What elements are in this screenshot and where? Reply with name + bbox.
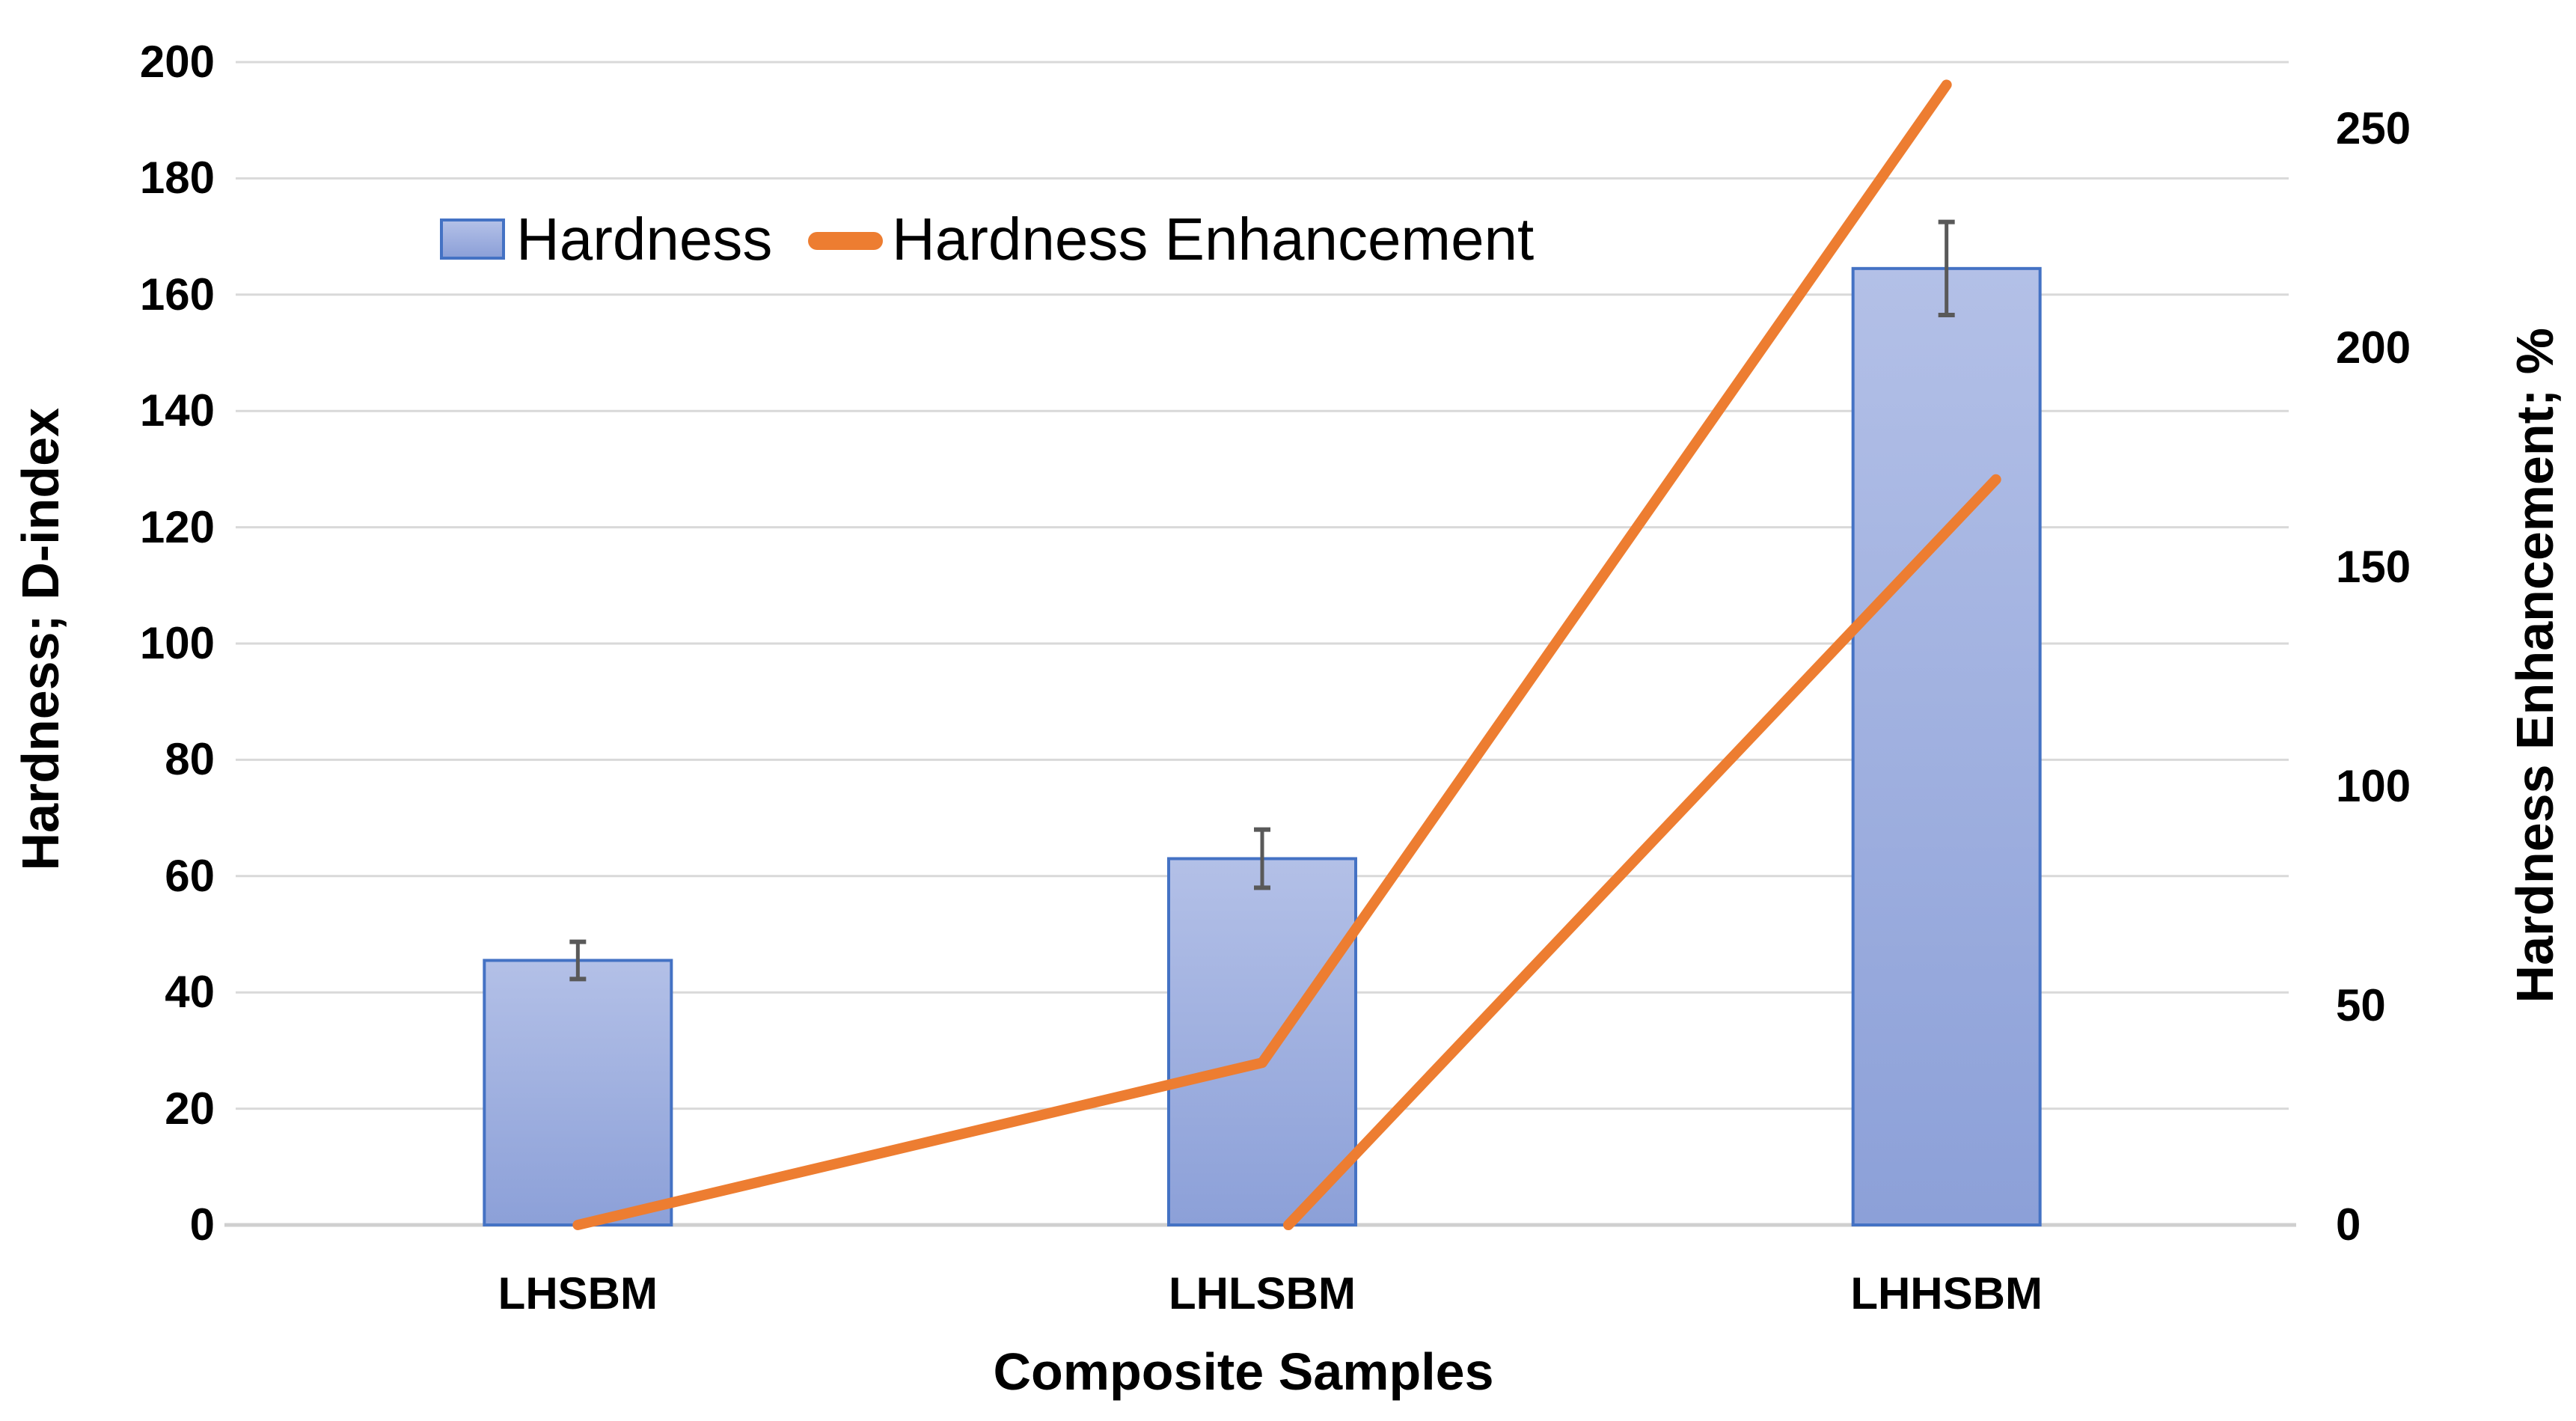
error-bar-LHSBM <box>569 939 587 982</box>
right-axis-tick-200: 200 <box>2336 323 2411 373</box>
bar-LHLSBM <box>1167 857 1357 1226</box>
legend-line-swatch <box>808 232 883 250</box>
left-axis-tick-160: 160 <box>139 269 215 320</box>
legend-bar-swatch <box>440 219 505 260</box>
right-axis-title: Hardness Enhancement; % <box>2506 328 2564 1003</box>
category-label-LHHSBM: LHHSBM <box>1850 1268 2043 1318</box>
left-axis-tick-0: 0 <box>189 1200 215 1250</box>
error-bar-LHLSBM <box>1254 827 1270 890</box>
left-axis-tick-60: 60 <box>165 850 215 901</box>
category-label-LHSBM: LHSBM <box>498 1268 658 1318</box>
left-axis-tick-40: 40 <box>165 967 215 1018</box>
left-axis-tick-100: 100 <box>139 618 215 668</box>
left-axis-title: Hardness; D-index <box>11 408 70 871</box>
left-axis-tick-180: 180 <box>139 153 215 204</box>
legend-label-hardness-enhancement: Hardness Enhancement <box>892 206 1535 272</box>
right-axis-tick-50: 50 <box>2336 980 2386 1030</box>
left-axis-tick-80: 80 <box>165 734 215 785</box>
left-axis-tick-20: 20 <box>165 1083 215 1134</box>
right-axis-tick-100: 100 <box>2336 761 2411 811</box>
bar-LHHSBM <box>1851 266 2042 1227</box>
left-axis-tick-140: 140 <box>139 385 215 436</box>
legend-label-hardness: Hardness <box>516 206 773 272</box>
bar-LHSBM <box>483 959 673 1226</box>
right-axis-tick-250: 250 <box>2336 103 2411 153</box>
x-axis-title: Composite Samples <box>993 1342 1494 1401</box>
left-axis-tick-200: 200 <box>139 37 215 87</box>
error-bar-LHHSBM <box>1938 219 1955 317</box>
line-segment-2 <box>1283 474 2001 1230</box>
right-axis-tick-0: 0 <box>2336 1200 2361 1250</box>
category-label-LHLSBM: LHLSBM <box>1169 1268 1356 1318</box>
right-axis-tick-150: 150 <box>2336 542 2411 592</box>
line-segment-1 <box>572 79 1952 1230</box>
left-axis-tick-120: 120 <box>139 501 215 552</box>
